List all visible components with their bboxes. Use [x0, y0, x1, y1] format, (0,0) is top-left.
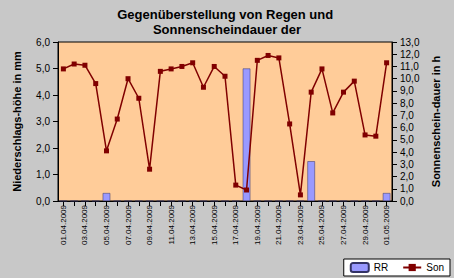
svg-text:13,0: 13,0 [400, 37, 420, 48]
svg-text:10,0: 10,0 [400, 73, 420, 84]
svg-text:7,0: 7,0 [400, 110, 414, 121]
svg-text:17.04.2009: 17.04.2009 [231, 204, 240, 245]
svg-text:5,0: 5,0 [36, 63, 50, 74]
svg-text:03.04.2009: 03.04.2009 [80, 204, 89, 245]
svg-text:19.04.2009: 19.04.2009 [253, 204, 262, 245]
svg-text:2,0: 2,0 [400, 171, 414, 182]
svg-text:09.04.2009: 09.04.2009 [145, 204, 154, 245]
svg-text:3,0: 3,0 [36, 116, 50, 127]
svg-text:RR: RR [374, 262, 388, 273]
svg-text:9,0: 9,0 [400, 85, 414, 96]
svg-text:12,0: 12,0 [400, 49, 420, 60]
svg-text:25.04.2009: 25.04.2009 [317, 204, 326, 245]
svg-text:0,0: 0,0 [36, 196, 50, 207]
svg-text:11.04.2009: 11.04.2009 [167, 204, 176, 244]
svg-text:Niederschlags-höhe in mm: Niederschlags-höhe in mm [11, 51, 23, 192]
svg-text:4,0: 4,0 [400, 147, 414, 158]
svg-text:13.04.2009: 13.04.2009 [188, 204, 197, 245]
svg-text:4,0: 4,0 [36, 90, 50, 101]
svg-text:6,0: 6,0 [36, 37, 50, 48]
svg-text:11,0: 11,0 [400, 61, 419, 72]
svg-text:1,0: 1,0 [400, 183, 414, 194]
svg-text:29.04.2009: 29.04.2009 [361, 204, 370, 245]
svg-text:15.04.2009: 15.04.2009 [210, 204, 219, 245]
svg-text:27.04.2009: 27.04.2009 [339, 204, 348, 245]
svg-text:5,0: 5,0 [400, 134, 414, 145]
svg-text:1,0: 1,0 [36, 169, 50, 180]
svg-text:01.04.2009: 01.04.2009 [59, 204, 68, 245]
svg-text:0,0: 0,0 [400, 196, 414, 207]
svg-text:23.04.2009: 23.04.2009 [296, 204, 305, 245]
svg-text:05.04.2009: 05.04.2009 [102, 204, 111, 245]
svg-text:Gegenüberstellung von Regen un: Gegenüberstellung von Regen und [117, 7, 337, 22]
svg-text:2,0: 2,0 [36, 143, 50, 154]
svg-text:07.04.2009: 07.04.2009 [124, 204, 133, 245]
svg-text:Son: Son [426, 262, 444, 273]
svg-text:8,0: 8,0 [400, 98, 414, 109]
svg-text:01.05.2009: 01.05.2009 [382, 204, 391, 245]
svg-text:Sonnenschein-dauer in h: Sonnenschein-dauer in h [430, 56, 442, 188]
svg-text:6,0: 6,0 [400, 122, 414, 133]
svg-text:Sonnenscheindauer der: Sonnenscheindauer der [153, 22, 301, 37]
svg-text:21.04.2009: 21.04.2009 [274, 204, 283, 245]
svg-text:3,0: 3,0 [400, 159, 414, 170]
